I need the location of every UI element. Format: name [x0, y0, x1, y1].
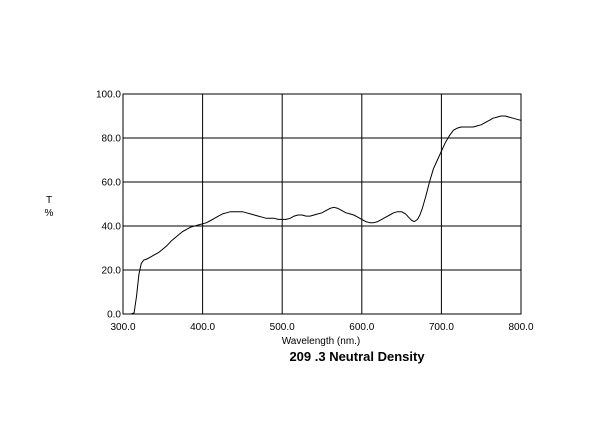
chart-title: 209 .3 Neutral Density	[289, 349, 425, 364]
series	[123, 115, 522, 315]
y-axis-label-bottom: %	[45, 208, 54, 219]
x-tick-label: 500.0	[270, 322, 295, 333]
y-tick-label: 100.0	[96, 90, 121, 101]
x-axis-label: Wavelength (nm.)	[282, 336, 361, 347]
y-tick-label: 0.0	[107, 310, 121, 321]
y-axis-label-top: T	[46, 195, 52, 206]
x-tick-label: 300.0	[110, 322, 135, 333]
y-tick-label: 20.0	[102, 266, 122, 277]
x-tick-label: 400.0	[190, 322, 215, 333]
y-tick-label: 80.0	[102, 134, 122, 145]
y-tick-label: 40.0	[102, 222, 122, 233]
x-tick-label: 800.0	[508, 322, 533, 333]
y-tick-label: 60.0	[102, 178, 122, 189]
tick-labels: 300.0 400.0 500.0 600.0 700.0 800.0 0.0 20.0 40.…	[96, 90, 534, 334]
x-tick-label: 700.0	[429, 322, 454, 333]
plot-frame	[122, 93, 522, 315]
x-tick-label: 600.0	[349, 322, 374, 333]
transmittance-line	[123, 115, 522, 315]
